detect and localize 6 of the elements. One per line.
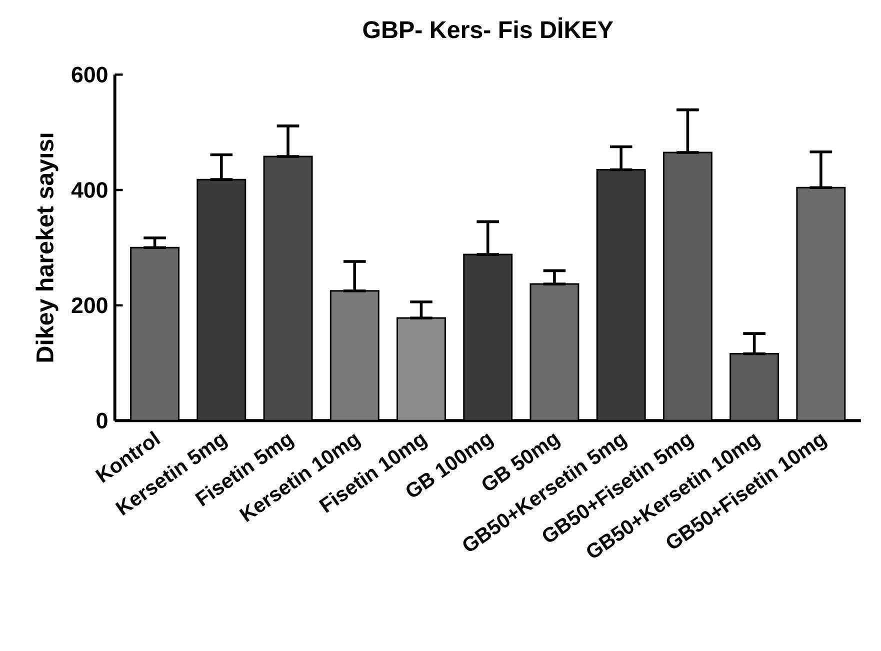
chart-title: GBP- Kers- Fis DİKEY [363,17,614,38]
y-axis-title: Dikey hareket sayısı [36,134,58,362]
y-tick-label: 200 [72,298,108,314]
y-tick-label: 400 [71,182,108,198]
y-tick-label: 600 [72,66,108,83]
y-tick-label: 0 [96,412,108,429]
